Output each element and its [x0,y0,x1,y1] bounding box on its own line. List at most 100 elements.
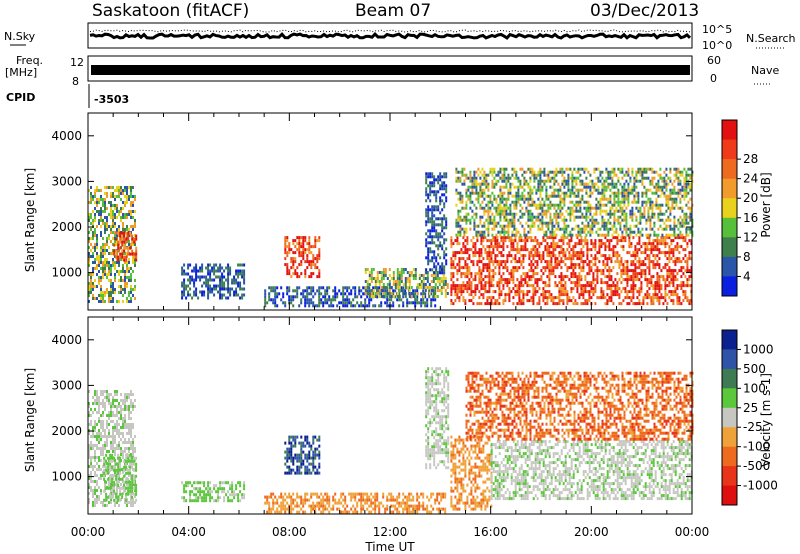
heatmap-cell [459,209,462,213]
heatmap-cell [441,262,444,266]
heatmap-cell [487,194,490,198]
heatmap-cell [587,194,590,198]
heatmap-cell [653,176,656,180]
heatmap-cell [655,170,658,174]
heatmap-cell [606,275,609,279]
heatmap-cell [461,227,464,231]
heatmap-cell [623,173,626,177]
heatmap-cell [631,215,634,219]
heatmap-cell [458,296,461,300]
heatmap-cell [607,173,610,177]
heatmap-cell [676,245,679,249]
heatmap-cell [534,266,537,270]
heatmap-cell [350,292,353,296]
heatmap-cell [292,304,295,308]
heatmap-cell [584,278,587,282]
cpid-value: -3503 [94,93,129,106]
heatmap-cell [550,269,553,273]
heatmap-cell [572,281,575,285]
heatmap-cell [96,438,98,441]
heatmap-cell [658,284,661,288]
heatmap-cell [366,268,369,271]
heatmap-cell [534,260,537,264]
heatmap-cell [483,221,486,225]
heatmap-cell [606,269,609,273]
heatmap-cell [463,206,466,210]
heatmap-cell [280,298,283,302]
heatmap-cell [645,191,648,195]
heatmap-cell [564,290,567,294]
heatmap-cell [672,248,675,252]
heatmap-cell [491,218,494,222]
heatmap-cell [591,227,594,231]
heatmap-cell [608,257,611,261]
freq-panel: Freq. [MHz] 12 8 60 0 Nave [5,54,779,88]
heatmap-cell [110,285,112,288]
heatmap-cell [685,218,688,222]
heatmap-cell [310,286,313,290]
heatmap-cell [483,173,486,177]
heatmap-cell [528,254,531,258]
heatmap-cell [92,468,94,471]
heatmap-cell [112,219,114,222]
heatmap-cell [126,285,128,288]
heatmap-cell [652,296,655,300]
heatmap-cell [580,239,583,243]
heatmap-cell [425,199,428,203]
heatmap-cell [486,254,489,258]
heatmap-cell [626,275,629,279]
heatmap-cell [517,179,520,183]
heatmap-cell [658,281,661,285]
heatmap-cell [496,302,499,306]
heatmap-cell [490,239,493,243]
heatmap-cell [219,281,222,285]
heatmap-cell [404,295,407,298]
y-tick-label: 4000 [51,129,82,143]
heatmap-cell [610,275,613,279]
heatmap-cell [555,227,558,231]
heatmap-cell [521,173,524,177]
heatmap-cell [646,284,649,288]
heatmap-cell [494,290,497,294]
heatmap-cell [612,245,615,249]
heatmap-cell [211,278,214,282]
heatmap-cell [483,230,486,234]
heatmap-cell [203,290,206,294]
heatmap-cell [400,289,403,293]
heatmap-cell [492,248,495,252]
heatmap-cell [334,286,337,290]
heatmap-cell [227,263,230,267]
power-y-label: Slant Range [km] [23,168,37,272]
heatmap-cell [470,272,473,276]
heatmap-cell [92,270,94,273]
heatmap-cell [602,269,605,273]
heatmap-cell [104,192,106,195]
heatmap-cell [100,300,102,303]
heatmap-cell [485,173,488,177]
heatmap-cell [665,185,668,189]
heatmap-cell [522,302,525,306]
heatmap-cell [525,179,528,183]
heatmap-cell [576,275,579,279]
heatmap-cell [637,230,640,234]
heatmap-cell [555,212,558,216]
heatmap-cell [504,260,507,264]
heatmap-cell [294,289,297,293]
heatmap-cell [562,290,565,294]
heatmap-cell [126,192,128,195]
heatmap-cell [593,170,596,174]
heatmap-cell [628,296,631,300]
heatmap-cell [538,245,541,249]
heatmap-cell [673,197,676,201]
heatmap-cell [239,281,242,285]
heatmap-cell [639,206,642,210]
heatmap-cell [100,279,102,282]
heatmap-cell [488,257,491,261]
heatmap-cell [687,227,690,231]
heatmap-cell [503,197,506,201]
heatmap-cell [94,435,96,438]
heatmap-cell [529,194,532,198]
heatmap-cell [484,287,487,291]
noise-tick-low: 10^0 [702,39,732,52]
heatmap-cell [494,254,497,258]
